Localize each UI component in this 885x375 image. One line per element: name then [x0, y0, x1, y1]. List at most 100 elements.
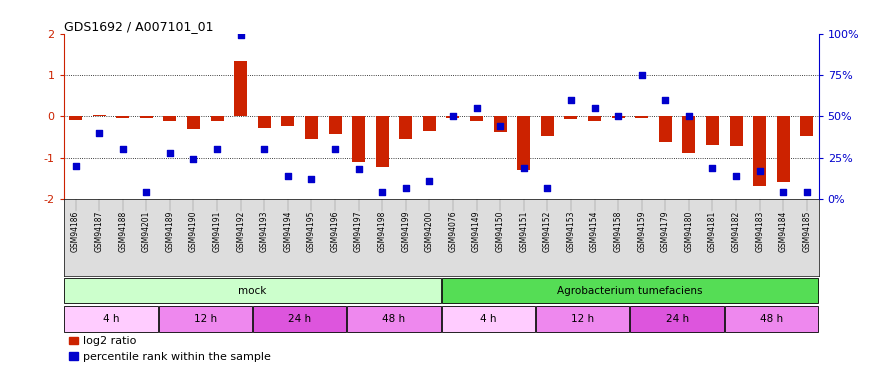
Point	[281, 173, 295, 179]
Text: 24 h: 24 h	[288, 314, 312, 324]
Bar	[399, 116, 412, 139]
Text: GSM94154: GSM94154	[590, 211, 599, 252]
Bar	[116, 116, 129, 118]
Text: Agrobacterium tumefaciens: Agrobacterium tumefaciens	[558, 285, 703, 296]
Text: GSM94152: GSM94152	[543, 211, 552, 252]
Point	[351, 166, 366, 172]
Point	[729, 173, 743, 179]
Point	[328, 147, 342, 153]
Point	[446, 113, 460, 119]
Point	[752, 168, 766, 174]
Point	[92, 130, 106, 136]
Point	[469, 105, 483, 111]
Bar	[682, 116, 696, 153]
Legend: log2 ratio, percentile rank within the sample: log2 ratio, percentile rank within the s…	[69, 336, 271, 362]
Text: GSM94195: GSM94195	[307, 211, 316, 252]
Text: mock: mock	[238, 285, 266, 296]
Point	[304, 176, 319, 182]
Text: GSM94153: GSM94153	[566, 211, 575, 252]
Text: GSM94194: GSM94194	[283, 211, 292, 252]
Text: GDS1692 / A007101_01: GDS1692 / A007101_01	[64, 20, 213, 33]
Point	[139, 189, 153, 195]
FancyBboxPatch shape	[536, 306, 629, 332]
Point	[187, 156, 201, 162]
Bar	[470, 116, 483, 120]
Point	[540, 184, 554, 190]
Bar	[446, 116, 459, 118]
Text: 12 h: 12 h	[194, 314, 217, 324]
Text: GSM94185: GSM94185	[803, 211, 812, 252]
Text: GSM94183: GSM94183	[755, 211, 764, 252]
Point	[68, 163, 82, 169]
Point	[635, 72, 649, 78]
Bar	[612, 116, 625, 118]
Bar	[140, 116, 153, 118]
Bar	[588, 116, 601, 120]
Point	[705, 165, 720, 171]
Bar	[635, 116, 648, 118]
Point	[800, 189, 814, 195]
Text: GSM94186: GSM94186	[71, 211, 80, 252]
Bar	[69, 116, 82, 120]
Text: 24 h: 24 h	[666, 314, 689, 324]
Point	[611, 113, 625, 119]
Point	[776, 189, 790, 195]
Text: GSM94200: GSM94200	[425, 211, 434, 252]
Bar	[706, 116, 719, 144]
Text: GSM94150: GSM94150	[496, 211, 504, 252]
FancyBboxPatch shape	[347, 306, 441, 332]
Text: 4 h: 4 h	[480, 314, 496, 324]
Text: GSM94190: GSM94190	[189, 211, 198, 252]
FancyBboxPatch shape	[630, 306, 724, 332]
Point	[258, 147, 272, 153]
Text: GSM94199: GSM94199	[401, 211, 411, 252]
Text: GSM94182: GSM94182	[732, 211, 741, 252]
Text: GSM94187: GSM94187	[95, 211, 104, 252]
FancyBboxPatch shape	[442, 306, 535, 332]
Text: GSM94180: GSM94180	[684, 211, 693, 252]
Bar	[305, 116, 318, 139]
Text: GSM94198: GSM94198	[378, 211, 387, 252]
FancyBboxPatch shape	[442, 278, 818, 303]
Text: GSM94197: GSM94197	[354, 211, 363, 252]
Text: GSM94151: GSM94151	[519, 211, 528, 252]
Text: GSM94184: GSM94184	[779, 211, 788, 252]
Point	[493, 123, 507, 129]
Point	[399, 184, 413, 190]
Bar	[423, 116, 436, 131]
FancyBboxPatch shape	[725, 306, 818, 332]
Text: 12 h: 12 h	[571, 314, 595, 324]
Text: GSM94192: GSM94192	[236, 211, 245, 252]
FancyBboxPatch shape	[253, 306, 346, 332]
Text: GSM94179: GSM94179	[661, 211, 670, 252]
Text: GSM94193: GSM94193	[259, 211, 269, 252]
Point	[234, 32, 248, 38]
Point	[163, 150, 177, 156]
FancyBboxPatch shape	[65, 278, 441, 303]
FancyBboxPatch shape	[158, 306, 252, 332]
Bar	[517, 116, 530, 170]
Text: GSM94159: GSM94159	[637, 211, 646, 252]
Point	[681, 113, 696, 119]
Point	[116, 147, 130, 153]
Bar	[729, 116, 743, 146]
Bar	[211, 116, 224, 120]
Text: GSM94076: GSM94076	[449, 211, 458, 252]
Bar	[800, 116, 813, 136]
Bar	[753, 116, 766, 186]
Bar	[494, 116, 506, 132]
Point	[210, 147, 224, 153]
Point	[588, 105, 602, 111]
Bar	[376, 116, 389, 167]
Text: 48 h: 48 h	[760, 314, 783, 324]
Bar	[164, 116, 176, 122]
Bar	[93, 115, 105, 116]
FancyBboxPatch shape	[65, 306, 158, 332]
Point	[422, 178, 436, 184]
Bar	[258, 116, 271, 128]
Bar	[281, 116, 295, 126]
Text: GSM94149: GSM94149	[472, 211, 481, 252]
Text: GSM94196: GSM94196	[330, 211, 340, 252]
Text: GSM94158: GSM94158	[613, 211, 623, 252]
Bar	[187, 116, 200, 129]
